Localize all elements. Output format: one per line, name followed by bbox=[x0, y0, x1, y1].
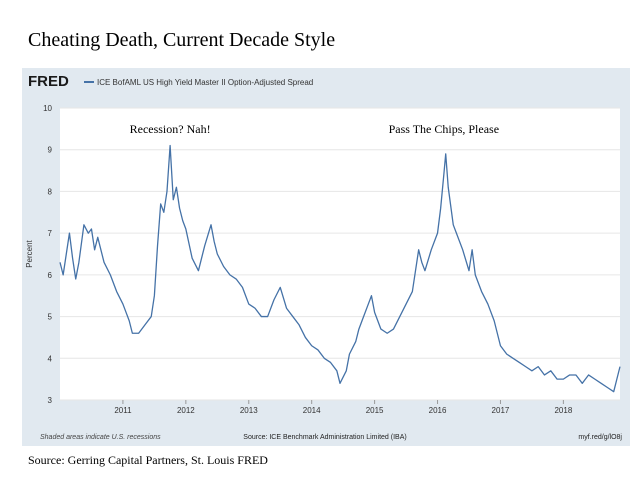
slide-title: Cheating Death, Current Decade Style bbox=[28, 29, 335, 51]
x-tick-label: 2015 bbox=[366, 406, 384, 415]
footer-right: myf.red/g/lO8j bbox=[578, 434, 622, 441]
annotation: Recession? Nah! bbox=[130, 122, 211, 136]
plot-area bbox=[60, 108, 620, 400]
annotation: Pass The Chips, Please bbox=[389, 122, 499, 136]
x-tick-label: 2011 bbox=[114, 406, 132, 415]
caption: Source: Gerring Capital Partners, St. Lo… bbox=[28, 453, 268, 467]
y-axis-label: Percent bbox=[25, 239, 34, 267]
y-tick-label: 5 bbox=[48, 313, 53, 322]
footer-left: Shaded areas indicate U.S. recessions bbox=[40, 434, 161, 441]
x-tick-label: 2012 bbox=[177, 406, 195, 415]
plot: 3 4 5 6 7 8 9 10 2011 2012 2013 2014 2015 2016 2017 201… bbox=[43, 104, 621, 415]
x-tick-label: 2014 bbox=[303, 406, 321, 415]
y-tick-label: 4 bbox=[48, 354, 53, 363]
x-tick-label: 2017 bbox=[492, 406, 510, 415]
y-tick-label: 3 bbox=[48, 396, 53, 405]
x-tick-label: 2018 bbox=[554, 406, 572, 415]
y-tick-label: 8 bbox=[48, 187, 53, 196]
x-tick-label: 2013 bbox=[240, 406, 258, 415]
brand: FRED bbox=[28, 73, 69, 90]
x-tick-label: 2016 bbox=[429, 406, 447, 415]
y-tick-label: 7 bbox=[48, 229, 53, 238]
y-tick-label: 9 bbox=[48, 146, 53, 155]
series-line bbox=[59, 144, 621, 393]
footer-center: Source: ICE Benchmark Administration Lim… bbox=[243, 434, 406, 441]
y-tick-label: 10 bbox=[43, 104, 52, 113]
y-tick-label: 6 bbox=[48, 271, 53, 280]
legend-label: ICE BofAML US High Yield Master II Optio… bbox=[97, 78, 313, 87]
